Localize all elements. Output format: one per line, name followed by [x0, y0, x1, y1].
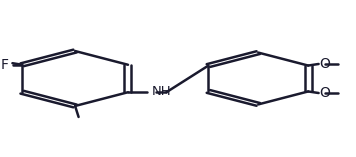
Text: F: F — [0, 58, 8, 72]
Text: NH: NH — [151, 85, 171, 98]
Text: O: O — [320, 86, 331, 100]
Text: O: O — [320, 57, 331, 71]
